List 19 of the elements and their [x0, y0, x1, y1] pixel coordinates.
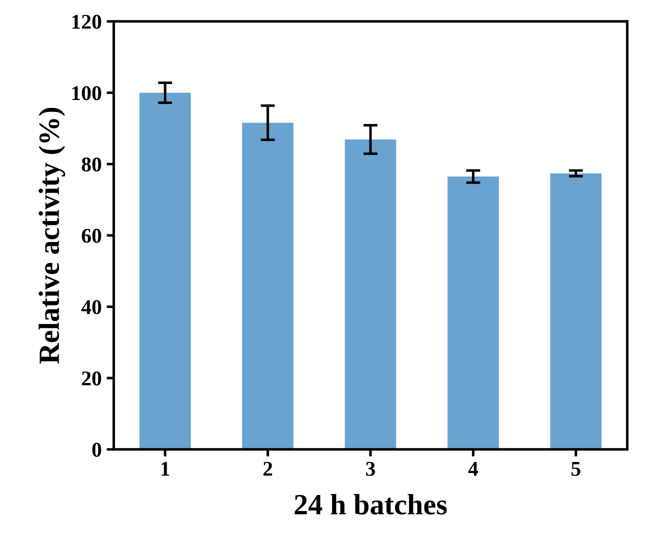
y-tick-label: 40	[81, 300, 102, 314]
x-tick-label: 1	[162, 462, 170, 476]
y-tick-label: 80	[82, 157, 102, 172]
y-tick-label: 60	[82, 228, 102, 243]
bar	[550, 173, 602, 450]
x-tick-label: 4	[468, 462, 478, 476]
bar	[448, 176, 499, 450]
x-tick-label: 5	[572, 462, 580, 476]
x-tick-label: 2	[263, 462, 272, 476]
x-tick-label: 3	[366, 462, 375, 476]
bar	[344, 139, 396, 450]
y-tick-label: 0	[92, 442, 102, 457]
y-tick-label: 100	[72, 86, 102, 100]
y-tick-label: 20	[82, 371, 102, 386]
bar	[242, 122, 294, 450]
y-axis-title: Relative activity (%)	[38, 108, 66, 364]
y-tick-label: 120	[72, 14, 102, 29]
bar	[139, 92, 191, 450]
x-axis-title: 24 h batches	[294, 494, 447, 515]
